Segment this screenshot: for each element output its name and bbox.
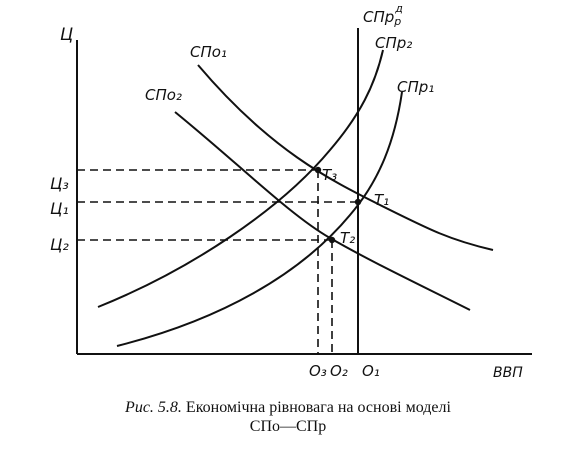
point-t2	[328, 236, 336, 244]
caption-line2: СПо—СПр	[249, 418, 327, 435]
q2-label: О₂	[330, 362, 348, 380]
supply-curve-2	[97, 49, 384, 308]
as-vertical-label: СПррд	[363, 2, 403, 28]
demand-curve-2	[174, 111, 471, 311]
t1-label: Т₁	[374, 191, 389, 209]
figure-caption: Рис. 5.8. Економічна рівновага на основі…	[0, 398, 576, 436]
t3-label: Т₃	[322, 166, 337, 184]
q1-label: О₁	[362, 362, 380, 380]
y-axis-label: Ц	[60, 25, 73, 45]
x-axis-label: ВВП	[493, 365, 523, 381]
as1-label: СПр₁	[397, 78, 434, 96]
p2-label: Ц₂	[50, 235, 69, 254]
demand-curve-1	[197, 64, 494, 251]
caption-number: Рис. 5.8.	[125, 399, 182, 416]
ad1-label: СПо₁	[190, 43, 227, 61]
point-t1	[354, 198, 362, 206]
point-t3	[314, 166, 322, 174]
ad2-label: СПо₂	[145, 86, 182, 104]
q3-label: О₃	[309, 362, 327, 380]
equilibrium-diagram: Ц ВВП СПо₁ СПо₂ СПррд СПр₂ СПр₁ Ц₃ Ц₁ Ц₂…	[50, 2, 532, 381]
p3-label: Ц₃	[50, 174, 69, 193]
t2-label: Т₂	[340, 229, 355, 247]
p1-label: Ц₁	[50, 199, 69, 218]
as2-label: СПр₂	[375, 34, 412, 52]
caption-line1: Економічна рівновага на основі моделі	[185, 399, 451, 416]
supply-curve-1	[116, 91, 403, 347]
